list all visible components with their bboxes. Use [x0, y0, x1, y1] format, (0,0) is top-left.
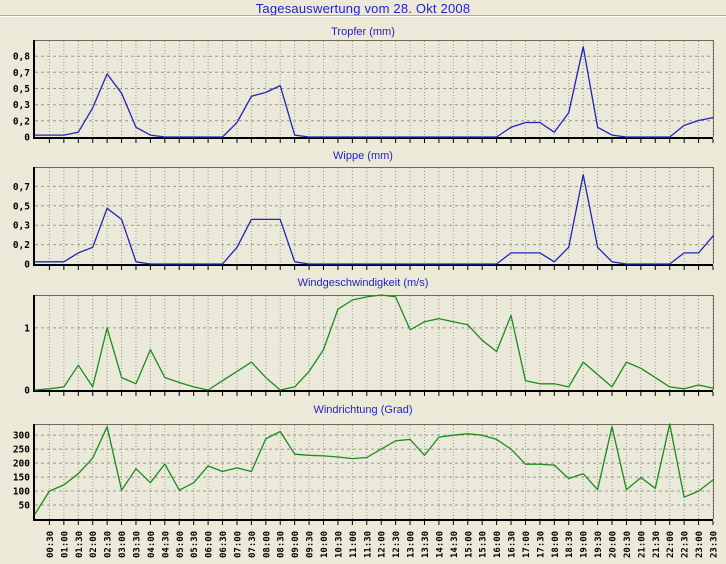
y-tick-label: 250: [13, 445, 30, 456]
y-tick-label: 0,3: [13, 221, 30, 232]
x-tick-label: 08:00: [262, 531, 272, 558]
x-tick-label: 14:00: [435, 531, 445, 558]
y-tick-label: 200: [13, 459, 30, 470]
x-tick-label: 01:00: [60, 531, 70, 558]
page-title: Tagesauswertung vom 28. Okt 2008: [255, 1, 471, 16]
x-tick-label: 03:30: [132, 531, 142, 558]
x-tick-label: 16:30: [508, 531, 518, 558]
x-tick-label: 02:00: [89, 531, 99, 558]
y-tick-label: 150: [13, 473, 30, 484]
x-tick-label: 12:00: [378, 531, 388, 558]
chart-plot-2: 10: [24, 294, 714, 397]
chart-title-tropfer: Tropfer (mm): [331, 26, 395, 38]
x-tick-label: 02:30: [104, 531, 114, 558]
y-tick-label: 0,2: [13, 240, 30, 251]
y-axis: [33, 295, 35, 392]
data-line: [34, 294, 714, 391]
x-tick-label: 05:00: [176, 531, 186, 558]
y-tick-label: 0,5: [13, 201, 30, 212]
x-tick-label: 09:30: [306, 531, 316, 558]
x-tick-label: 19:30: [594, 531, 604, 558]
y-axis: [33, 40, 35, 139]
y-tick-label: 0: [24, 260, 30, 271]
plot-area: [35, 424, 713, 519]
x-tick-label: 11:00: [349, 531, 359, 558]
y-tick-label: 0,2: [13, 116, 30, 127]
y-tick-label: 0: [24, 133, 30, 144]
x-tick-label: 07:00: [233, 531, 243, 558]
x-axis: [33, 264, 713, 266]
data-line: [34, 174, 714, 265]
chart-title-windrichtung: Windrichtung (Grad): [313, 404, 413, 416]
x-tick-label: 12:30: [392, 531, 402, 558]
y-tick-label: 100: [13, 487, 30, 498]
chart-plot-0: 0,8 0,7 0,5 0,3 0,2 0: [13, 40, 714, 144]
x-axis: [33, 519, 713, 521]
x-tick-label: 13:30: [421, 531, 431, 558]
x-axis: [33, 390, 713, 392]
x-tick-label: 13:00: [407, 531, 417, 558]
y-tick-label: 0: [24, 386, 30, 397]
y-axis: [33, 167, 35, 266]
x-tick-label: 20:30: [623, 531, 633, 558]
x-tick-label: 22:30: [681, 531, 691, 558]
x-tick-label: 18:00: [551, 531, 561, 558]
x-tick-label: 00:30: [46, 531, 56, 558]
y-axis: [33, 424, 35, 521]
x-tick-label: 23:30: [710, 531, 720, 558]
title-separator: [0, 15, 726, 17]
y-tick-label: 0,8: [13, 52, 30, 63]
x-tick-label: 10:00: [320, 531, 330, 558]
x-tick-label: 15:00: [464, 531, 474, 558]
x-tick-label: 06:00: [205, 531, 215, 558]
y-tick-label: 50: [19, 501, 31, 512]
x-tick-label: 07:30: [248, 531, 258, 558]
x-tick-label: 14:30: [450, 531, 460, 558]
plot-area: [35, 167, 713, 264]
x-tick-label: 08:30: [277, 531, 287, 558]
x-tick-label: 09:00: [291, 531, 301, 558]
x-tick-label: 01:30: [75, 531, 85, 558]
plot-area: [35, 295, 713, 390]
chart-plot-1: 0,7 0,5 0,3 0,2 0: [13, 167, 714, 271]
x-tick-label: 20:00: [609, 531, 619, 558]
x-tick-label: 17:00: [522, 531, 532, 558]
y-tick-label: 0,7: [13, 68, 30, 79]
x-tick-label: 22:00: [666, 531, 676, 558]
x-tick-label: 23:00: [695, 531, 705, 558]
y-tick-label: 0,5: [13, 84, 30, 95]
y-tick-label: 0,3: [13, 100, 30, 111]
x-tick-label: 06:30: [219, 531, 229, 558]
x-tick-label: 15:30: [479, 531, 489, 558]
x-axis: [33, 137, 713, 139]
chart-plot-3: 300 250 200 150 100 50: [13, 423, 714, 525]
x-tick-label: 19:00: [580, 531, 590, 558]
y-tick-label: 1: [24, 323, 30, 334]
x-tick-label: 21:00: [637, 531, 647, 558]
x-tick-label: 04:00: [147, 531, 157, 558]
x-tick-label: 10:30: [334, 531, 344, 558]
y-tick-label: 0,7: [13, 182, 30, 193]
x-tick-label: 17:30: [536, 531, 546, 558]
chart-title-windgeschwindigkeit: Windgeschwindigkeit (m/s): [297, 277, 429, 289]
data-line: [34, 423, 714, 515]
y-tick-label: 300: [13, 431, 30, 442]
x-tick-label: 11:30: [363, 531, 373, 558]
x-tick-label: 04:30: [161, 531, 171, 558]
x-tick-label: 21:30: [652, 531, 662, 558]
x-tick-label: 18:30: [565, 531, 575, 558]
x-tick-label: 16:00: [493, 531, 503, 558]
chart-title-wippe: Wippe (mm): [333, 150, 393, 162]
data-line: [34, 46, 714, 138]
x-axis-labels: 00:30 01:00 01:30 02:00 02:30 03:00 03:30 04:00…: [46, 531, 720, 558]
x-tick-label: 03:00: [118, 531, 128, 558]
x-tick-label: 05:30: [190, 531, 200, 558]
